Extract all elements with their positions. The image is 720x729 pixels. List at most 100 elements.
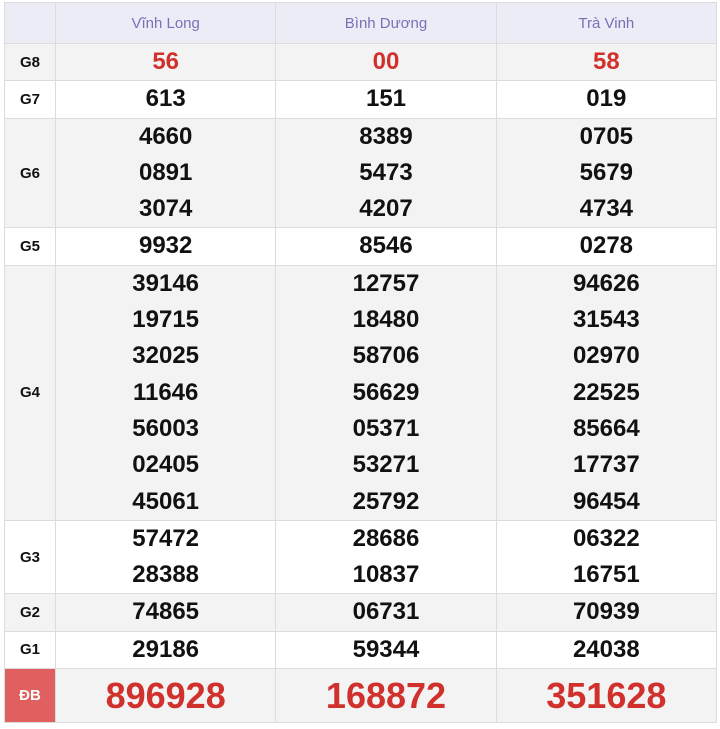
prize-cell: 0705 5679 4734 — [495, 117, 718, 229]
prize-cell: 12757 18480 58706 56629 05371 53271 25792 — [275, 264, 497, 521]
prize-number: 58706 — [352, 342, 420, 370]
prize-label: G6 — [4, 117, 56, 229]
province-header[interactable]: Vĩnh Long — [54, 2, 277, 44]
prize-number: 32025 — [132, 342, 200, 370]
prize-number: 151 — [365, 85, 407, 113]
prize-row-g2: G2 74865 06731 70939 — [4, 593, 718, 632]
prize-number: 56003 — [132, 414, 200, 442]
prize-number: 74865 — [132, 598, 200, 626]
prize-label: ĐB — [4, 668, 56, 724]
prize-number: 70939 — [572, 598, 640, 626]
prize-label: G1 — [4, 630, 56, 670]
prize-number: 168872 — [325, 675, 447, 717]
prize-number: 02405 — [132, 451, 200, 479]
prize-label: G2 — [4, 593, 56, 632]
prize-number: 56 — [152, 48, 180, 75]
prize-number: 06322 — [572, 524, 640, 552]
prize-number: 02970 — [572, 342, 640, 370]
prize-cell: 58 — [495, 42, 718, 82]
prize-number: 17737 — [572, 451, 640, 479]
prize-number: 351628 — [546, 675, 667, 717]
prize-number: 10837 — [352, 561, 420, 589]
province-header[interactable]: Bình Dương — [275, 2, 497, 44]
prize-cell: 24038 — [495, 630, 718, 670]
prize-number: 4660 — [138, 122, 193, 150]
prize-number: 0705 — [579, 122, 634, 150]
prize-label: G4 — [4, 264, 56, 521]
prize-cell: 351628 — [495, 668, 718, 724]
prize-number: 28388 — [132, 561, 200, 589]
prize-cell: 151 — [275, 80, 497, 119]
prize-row-g1: G1 29186 59344 24038 — [4, 630, 718, 670]
prize-number: 4207 — [359, 195, 413, 223]
prize-number: 5473 — [359, 158, 413, 186]
prize-cell: 00 — [275, 42, 497, 82]
prize-cell: 9932 — [54, 227, 277, 266]
prize-number: 019 — [586, 85, 627, 113]
prize-cell: 8389 5473 4207 — [275, 117, 497, 229]
prize-label: G8 — [4, 42, 56, 82]
prize-row-g4: G4 39146 19715 32025 11646 56003 02405 45061 127… — [4, 264, 718, 521]
prize-cell: 56 — [54, 42, 277, 82]
prize-number: 896928 — [105, 675, 226, 717]
prize-number: 0278 — [579, 232, 634, 260]
prize-row-đb: ĐB 896928 168872 351628 — [4, 668, 718, 724]
prize-number: 18480 — [352, 306, 420, 334]
corner-cell — [4, 2, 56, 44]
prize-number: 45061 — [132, 487, 200, 515]
prize-label: G3 — [4, 519, 56, 595]
prize-number: 12757 — [352, 269, 420, 297]
prize-row-g6: G6 4660 0891 3074 8389 5473 4207 0705 5679 4734 — [4, 117, 718, 229]
prize-number: 06731 — [352, 598, 420, 626]
prize-cell: 0278 — [495, 227, 718, 266]
prize-number: 28686 — [352, 524, 420, 552]
prize-cell: 896928 — [54, 668, 277, 724]
prize-number: 5679 — [579, 158, 634, 186]
prize-number: 0891 — [138, 158, 193, 186]
prize-cell: 57472 28388 — [54, 519, 277, 595]
prize-cell: 06731 — [275, 593, 497, 632]
prize-cell: 70939 — [495, 593, 718, 632]
prize-number: 24038 — [572, 635, 640, 663]
prize-number: 85664 — [572, 414, 640, 442]
prize-cell: 4660 0891 3074 — [54, 117, 277, 229]
prize-number: 29186 — [132, 635, 200, 663]
prize-number: 11646 — [132, 378, 199, 406]
prize-row-g7: G7 613 151 019 — [4, 80, 718, 119]
prize-cell: 613 — [54, 80, 277, 119]
prize-number: 00 — [372, 48, 400, 75]
prize-cell: 29186 — [54, 630, 277, 670]
prize-number: 22525 — [572, 378, 640, 406]
prize-number: 56629 — [352, 378, 420, 406]
prize-cell: 168872 — [275, 668, 497, 724]
prize-number: 16751 — [572, 561, 640, 589]
prize-number: 8389 — [359, 122, 413, 150]
prize-number: 613 — [145, 85, 186, 113]
province-header[interactable]: Trà Vinh — [495, 2, 718, 44]
prize-cell: 06322 16751 — [495, 519, 718, 595]
prize-number: 3074 — [138, 195, 193, 223]
prize-number: 96454 — [572, 487, 640, 515]
prize-number: 25792 — [352, 487, 420, 515]
prize-cell: 8546 — [275, 227, 497, 266]
prize-number: 53271 — [352, 451, 420, 479]
prize-row-g8: G8 56 00 58 — [4, 42, 718, 82]
prize-label: G7 — [4, 80, 56, 119]
prize-number: 59344 — [352, 635, 420, 663]
prize-number: 8546 — [359, 232, 413, 260]
prize-cell: 39146 19715 32025 11646 56003 02405 45061 — [54, 264, 277, 521]
prize-cell: 59344 — [275, 630, 497, 670]
prize-label: G5 — [4, 227, 56, 266]
prize-row-g5: G5 9932 8546 0278 — [4, 227, 718, 266]
prize-cell: 019 — [495, 80, 718, 119]
prize-number: 57472 — [132, 524, 200, 552]
prize-cell: 74865 — [54, 593, 277, 632]
prize-cell: 94626 31543 02970 22525 85664 17737 96454 — [495, 264, 718, 521]
prize-number: 31543 — [572, 306, 640, 334]
prize-number: 58 — [592, 48, 620, 75]
prize-cell: 28686 10837 — [275, 519, 497, 595]
prize-number: 9932 — [138, 232, 193, 260]
header-row: Vĩnh Long Bình Dương Trà Vinh — [4, 2, 718, 44]
lottery-results-table: Vĩnh Long Bình Dương Trà Vinh G8 56 00 58 G7… — [4, 2, 718, 724]
prize-number: 19715 — [132, 306, 200, 334]
